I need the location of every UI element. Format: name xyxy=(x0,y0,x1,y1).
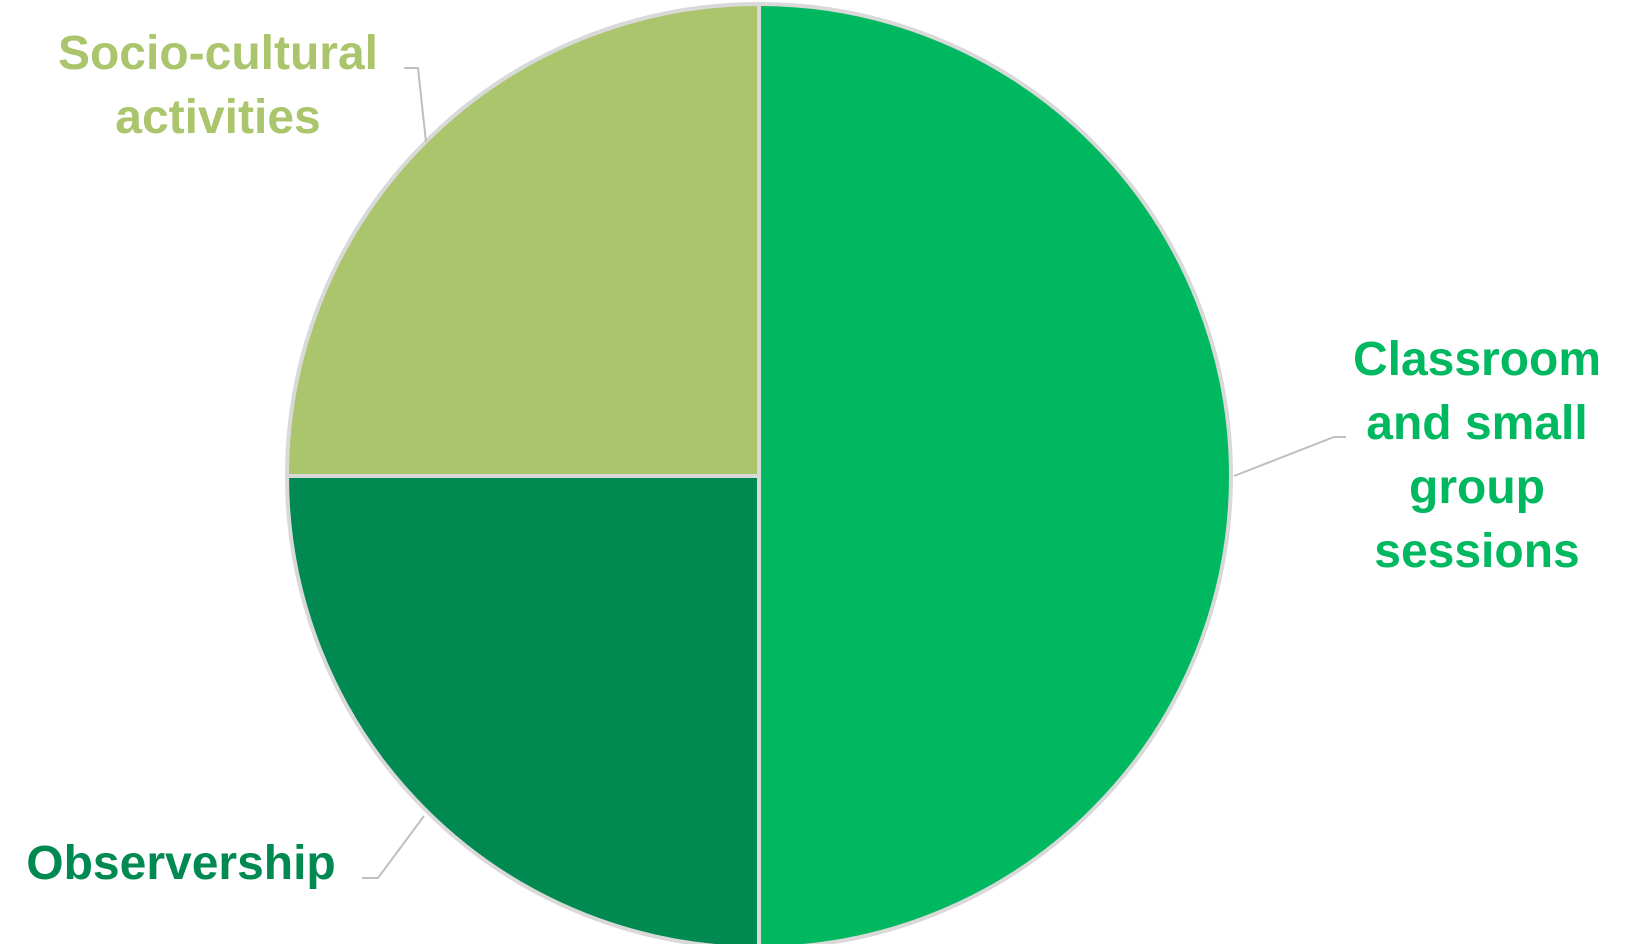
pie-slices xyxy=(285,2,1233,949)
slice-label-line: group xyxy=(1409,461,1545,514)
slice-label-classroom-and-small-group-sessions: Classroom and small group sessions xyxy=(1353,333,1601,578)
slice-label-line: Observership xyxy=(26,837,335,890)
slice-label-line: and small xyxy=(1366,397,1587,450)
pie-slice-observership xyxy=(285,474,761,949)
leader-line-observership xyxy=(362,815,425,879)
leader-lines xyxy=(362,67,1346,879)
leader-line-socio-cultural-activities xyxy=(404,67,427,143)
slice-labels: Classroom and small group sessions Observers… xyxy=(26,27,1601,890)
leader-line-classroom-and-small-group-sessions xyxy=(1233,436,1346,477)
pie-slice-socio-cultural-activities xyxy=(285,2,761,478)
pie-slice-classroom-and-small-group-sessions xyxy=(757,2,1233,949)
slice-label-socio-cultural-activities: Socio-cultural activities xyxy=(58,27,378,144)
slice-label-line: Classroom xyxy=(1353,333,1601,386)
slice-label-line: activities xyxy=(115,91,320,144)
slice-label-line: sessions xyxy=(1374,525,1579,578)
slice-label-line: Socio-cultural xyxy=(58,27,378,80)
slice-label-observership: Observership xyxy=(26,837,335,890)
